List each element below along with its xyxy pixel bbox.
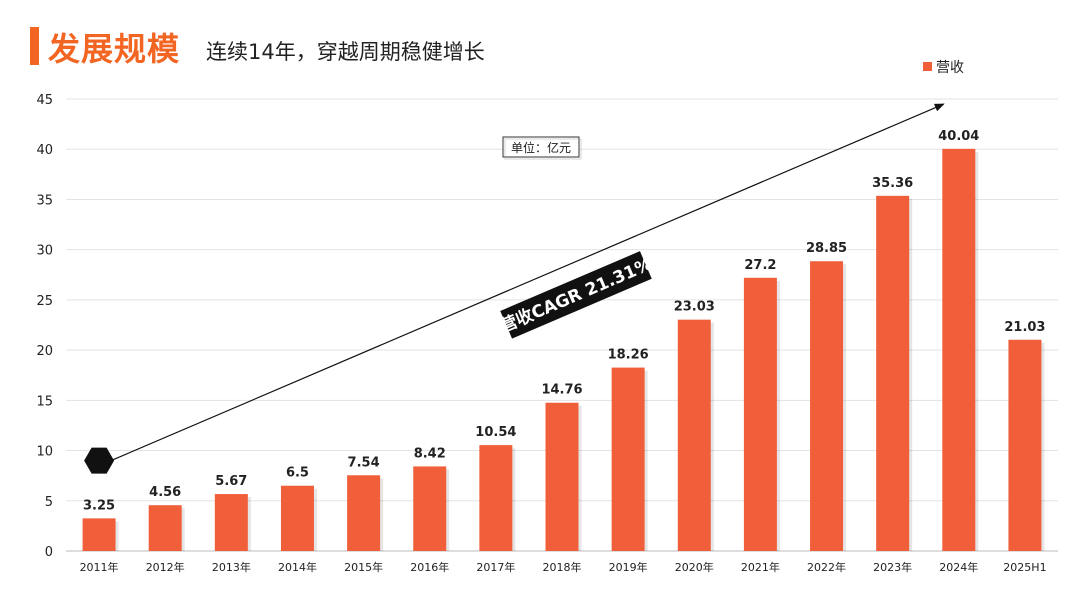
data-label: 28.85 [806,241,847,256]
y-tick-label: 15 [36,394,53,409]
x-tick-label: 2023年 [873,560,912,574]
bar [479,445,513,551]
bar [876,195,910,552]
legend-swatch [923,62,932,71]
cagr-arrow [110,103,945,462]
data-label: 21.03 [1004,320,1045,335]
bar [148,505,182,551]
x-tick-label: 2015年 [344,560,383,574]
data-label: 14.76 [541,383,582,398]
x-tick-label: 2024年 [939,560,978,574]
data-label: 5.67 [215,474,247,489]
y-tick-label: 5 [45,495,53,510]
page-subtitle: 连续14年，穿越周期稳健增长 [206,40,485,64]
bar [810,261,844,551]
bar [611,367,645,551]
x-tick-label: 2020年 [675,560,714,574]
data-label: 4.56 [149,485,181,500]
bar [214,494,248,551]
unit-box-shadow [504,138,582,160]
cagr-label: 营收CAGR 21.31% [497,254,655,338]
x-tick-label: 2022年 [807,560,846,574]
bar [413,466,447,551]
x-tick-label: 2019年 [609,560,648,574]
hexagon-marker [84,447,115,474]
y-tick-label: 20 [36,344,53,359]
unit-box [502,136,580,158]
x-tick-label: 2021年 [741,560,780,574]
y-tick-label: 25 [36,294,53,309]
bar [677,319,711,551]
x-tick-label: 2014年 [278,560,317,574]
page-title: 发展规模 [48,30,181,68]
title-accent-bar [30,27,39,65]
data-label: 40.04 [938,129,979,144]
data-label: 8.42 [414,446,446,461]
x-tick-label: 2012年 [146,560,185,574]
y-tick-label: 40 [36,143,53,158]
bar [545,402,579,551]
y-tick-label: 35 [36,193,53,208]
data-label: 35.36 [872,176,913,191]
y-tick-label: 45 [36,93,53,108]
cagr-label-group: 营收CAGR 21.31% [497,251,655,339]
x-tick-label: 2017年 [476,560,515,574]
cagr-label-bg [500,251,652,339]
y-tick-label: 30 [36,244,53,259]
unit-note: 单位：亿元 [511,140,571,155]
data-label: 3.25 [83,498,115,513]
data-label: 10.54 [475,425,516,440]
bar [82,518,116,551]
y-tick-label: 10 [36,445,53,460]
data-label: 6.5 [286,466,309,481]
bar [942,148,976,552]
data-label: 23.03 [674,300,715,315]
bar [347,475,381,551]
bar [1008,339,1042,551]
data-label: 27.2 [744,258,776,273]
data-label: 7.54 [348,455,380,470]
legend-label: 营收 [936,60,964,76]
x-tick-label: 2025H1 [1003,561,1046,574]
bar [743,277,777,551]
x-tick-label: 2013年 [212,560,251,574]
data-label: 18.26 [608,348,649,363]
x-tick-label: 2016年 [410,560,449,574]
x-tick-label: 2011年 [80,560,119,574]
x-tick-label: 2018年 [543,560,582,574]
y-tick-label: 0 [45,545,53,560]
bar [280,485,314,551]
